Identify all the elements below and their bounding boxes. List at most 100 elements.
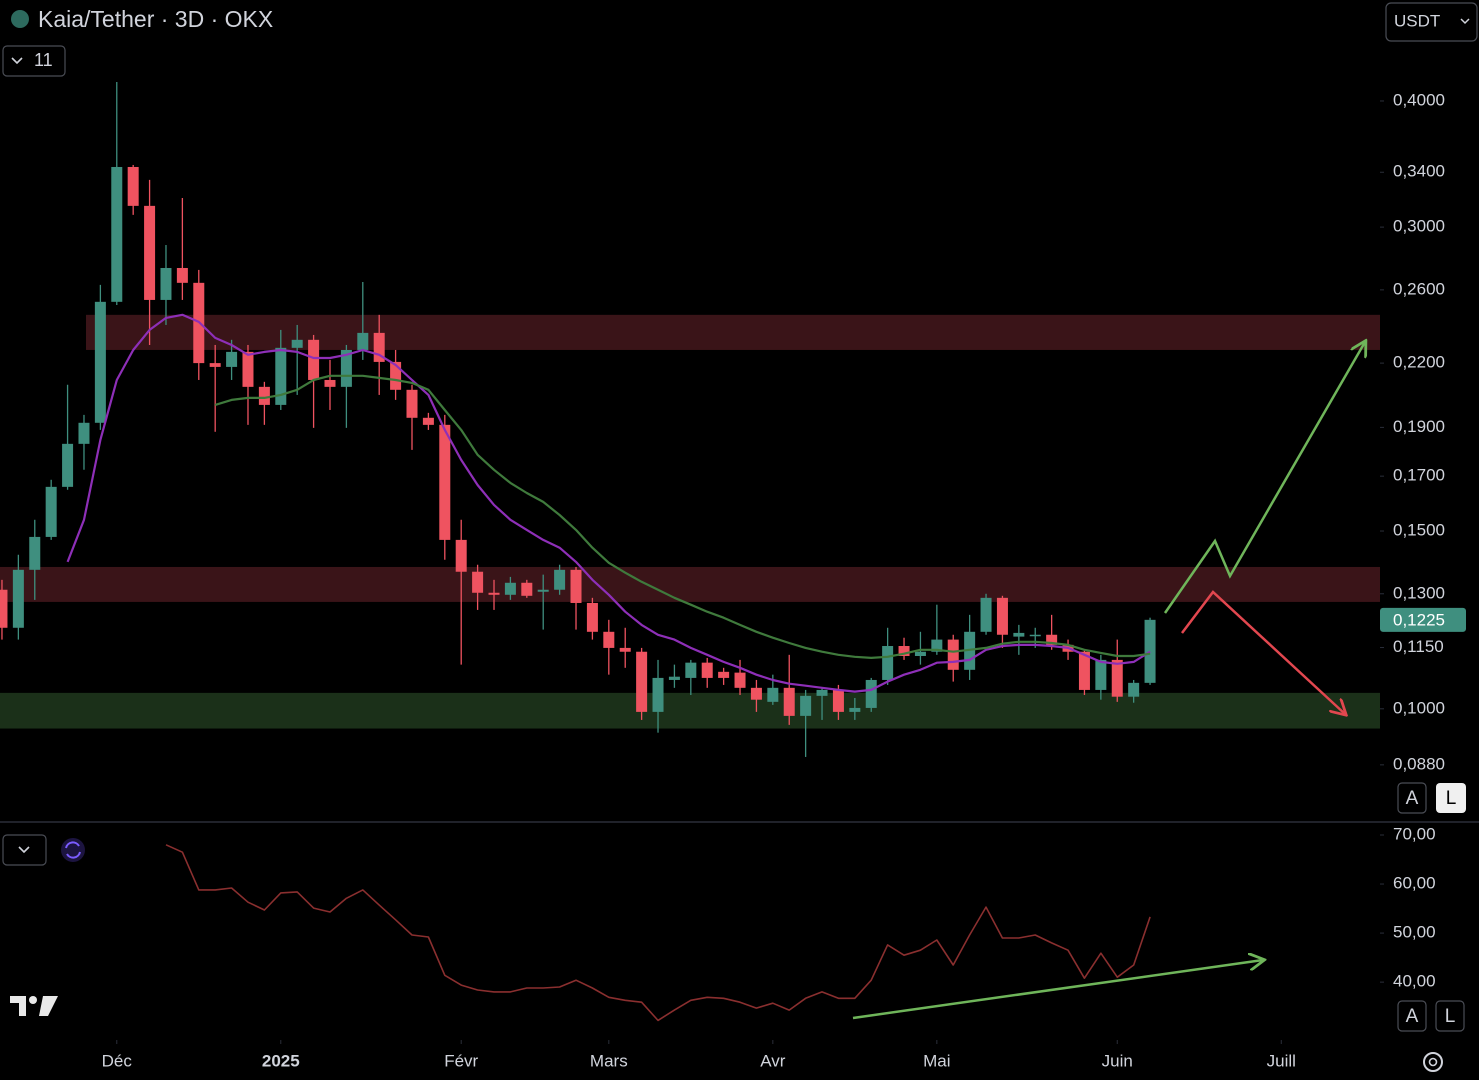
candle-body: [619, 647, 631, 652]
candle-body: [455, 539, 467, 572]
drawing-up-arrow: [1163, 342, 1365, 614]
candle-body: [45, 486, 57, 537]
candle-body: [111, 166, 123, 302]
candle-body: [439, 424, 451, 540]
candle-body: [209, 363, 221, 367]
candle-body: [603, 631, 615, 648]
settings-button[interactable]: [1423, 1052, 1443, 1072]
log-button[interactable]: [1436, 783, 1466, 813]
candle-body: [406, 389, 418, 418]
candle-body: [767, 687, 779, 702]
candle-body: [226, 351, 238, 367]
y-tick-label: 0,1000: [1393, 698, 1445, 717]
pane-collapse[interactable]: [2, 834, 47, 866]
log-label[interactable]: L: [1446, 788, 1457, 809]
chevron: [1460, 18, 1470, 25]
candle-body: [0, 589, 8, 628]
candle-body: [521, 582, 533, 596]
candle-body: [472, 571, 484, 593]
scale-buttons[interactable]: A L A L: [1397, 782, 1466, 1032]
x-tick-label: Mars: [590, 1051, 628, 1070]
y-tick-label: 0,1900: [1393, 417, 1445, 436]
line-series: [66, 313, 1151, 693]
currency-button[interactable]: USDT: [1385, 2, 1478, 42]
y-tick-label: 50,00: [1393, 923, 1436, 942]
price-plot: [0, 81, 1380, 757]
line-series: [214, 374, 1151, 659]
candle-body: [275, 347, 287, 405]
candle-body: [914, 651, 926, 656]
x-tick-label: 2025: [262, 1051, 300, 1070]
auto-label[interactable]: A: [1406, 1006, 1419, 1027]
candle-body: [947, 639, 959, 670]
candle-body: [29, 536, 41, 570]
candle-body: [12, 569, 24, 628]
candle-body: [1144, 619, 1156, 683]
x-tick-label: Févr: [444, 1051, 478, 1070]
candle-body: [980, 597, 992, 632]
auto-button[interactable]: [1397, 782, 1427, 814]
currency-label[interactable]: USDT: [1394, 11, 1440, 30]
y-tick-label: 60,00: [1393, 874, 1436, 893]
line-series: [165, 844, 1151, 1022]
indicator-icon[interactable]: [61, 838, 85, 862]
candle-body: [718, 671, 730, 678]
y-tick-label: 0,1700: [1393, 466, 1445, 485]
candle-body: [898, 646, 910, 656]
last-price-label: 0,1225: [1393, 610, 1445, 629]
auto-label[interactable]: A: [1406, 788, 1419, 809]
candle-body: [242, 351, 254, 387]
candle-body: [586, 602, 598, 632]
rsi-plot: [165, 844, 1151, 1022]
logo-part: [29, 996, 37, 1004]
logo-part: [10, 996, 26, 1016]
gear-hub: [1428, 1057, 1438, 1067]
candle-body: [62, 443, 74, 487]
y-tick-label: 0,0880: [1393, 754, 1445, 773]
candle-body: [701, 662, 713, 678]
candle-body: [1095, 659, 1107, 690]
candle-body: [258, 386, 270, 405]
candle-body: [1013, 632, 1025, 637]
candle-body: [636, 651, 648, 712]
zone: [0, 692, 1380, 729]
y-tick-label: 0,1150: [1393, 637, 1444, 656]
currency-button-frame[interactable]: [1385, 2, 1478, 42]
axes: 0,4000 0,3400 0,3000 0,2600 0,2200 0,1900 0,17…: [102, 90, 1466, 1070]
zone: [86, 314, 1380, 350]
candle-body: [685, 662, 697, 678]
log-button[interactable]: [1435, 1000, 1465, 1032]
y-tick-label: 0,1300: [1393, 583, 1445, 602]
indicators-frame[interactable]: [2, 45, 66, 77]
candle-body: [1046, 634, 1058, 645]
candle-body: [504, 582, 516, 595]
candle-body: [144, 205, 156, 300]
indicators-count[interactable]: 11: [34, 50, 53, 70]
gear-ring[interactable]: [1423, 1052, 1443, 1072]
candle-body: [734, 672, 746, 688]
collapse-frame[interactable]: [2, 834, 47, 866]
candle-body: [308, 339, 320, 380]
indicators-toggle[interactable]: 11: [2, 45, 66, 77]
auto-button[interactable]: [1397, 1000, 1427, 1032]
candle-body: [488, 592, 500, 595]
candle-body: [554, 569, 566, 590]
drawing-down-arrow: [1181, 590, 1345, 714]
candle-body: [291, 339, 303, 348]
candle-body: [127, 166, 139, 206]
log-label[interactable]: L: [1445, 1006, 1456, 1027]
chart-title: Kaia/Tether · 3D · OKX: [38, 6, 273, 32]
candle-body: [94, 301, 106, 423]
candle-body: [340, 349, 352, 387]
x-tick-label: Avr: [760, 1051, 786, 1070]
candle-body: [865, 679, 877, 708]
zone: [0, 566, 1380, 602]
symbol-icon: [11, 10, 29, 28]
candle-body: [324, 379, 336, 387]
chevron: [18, 846, 30, 854]
candle-body: [422, 417, 434, 425]
x-tick-label: Juin: [1102, 1051, 1133, 1070]
y-tick-label: 0,2200: [1393, 353, 1445, 372]
candle-body: [357, 332, 369, 350]
y-tick-label: 40,00: [1393, 972, 1436, 991]
